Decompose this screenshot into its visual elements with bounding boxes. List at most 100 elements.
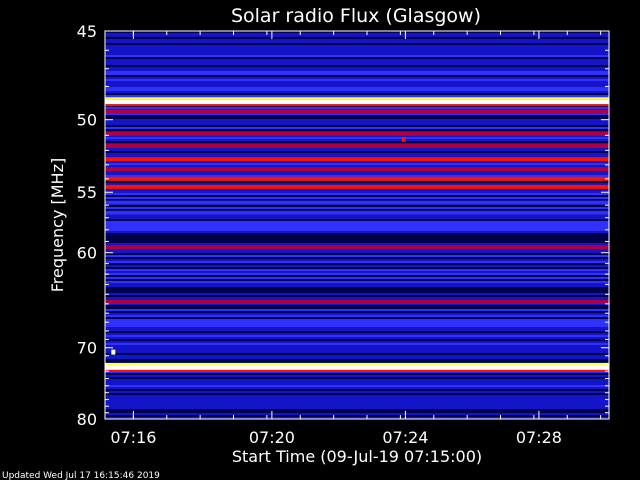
- background-stripe: [105, 343, 609, 345]
- background-stripe: [105, 289, 609, 291]
- frequency-band: [105, 300, 609, 304]
- background-stripe: [105, 77, 609, 79]
- y-axis-label: Frequency [MHz]: [48, 158, 67, 292]
- background-stripe: [105, 89, 609, 91]
- background-stripe: [105, 357, 609, 359]
- background-stripes: [105, 31, 609, 419]
- background-stripe: [105, 49, 609, 51]
- y-tick-label: 50: [77, 111, 97, 130]
- background-stripe: [105, 95, 609, 97]
- background-stripe: [105, 409, 609, 411]
- background-stripe: [105, 161, 609, 163]
- x-tick-label: 07:16: [110, 428, 156, 447]
- background-stripe: [105, 73, 609, 75]
- background-stripe: [105, 227, 609, 229]
- background-stripe: [105, 81, 609, 83]
- background-stripe: [105, 57, 609, 59]
- background-stripe: [105, 259, 609, 261]
- background-stripe: [105, 381, 609, 383]
- background-stripe: [105, 205, 609, 207]
- background-stripe: [105, 311, 609, 313]
- background-stripe: [105, 219, 609, 221]
- emission-bands: [105, 32, 609, 372]
- background-stripe: [105, 195, 609, 197]
- background-stripe: [105, 137, 609, 139]
- background-stripe: [105, 225, 609, 227]
- spot-mark: [401, 136, 406, 142]
- background-stripe: [105, 39, 609, 41]
- background-stripe: [105, 75, 609, 77]
- chart-title: Solar radio Flux (Glasgow): [231, 5, 481, 27]
- background-stripe: [105, 231, 609, 233]
- background-stripe: [105, 349, 609, 351]
- background-stripe: [105, 277, 609, 279]
- background-stripe: [105, 45, 609, 47]
- background-stripe: [105, 43, 609, 45]
- background-stripe: [105, 243, 609, 245]
- background-stripe: [105, 407, 609, 409]
- background-stripe: [105, 313, 609, 315]
- background-stripe: [105, 331, 609, 333]
- frequency-band-halo: [105, 104, 609, 107]
- background-stripe: [105, 139, 609, 141]
- background-stripe: [105, 275, 609, 277]
- y-tick-label: 70: [77, 339, 97, 358]
- background-stripe: [105, 107, 609, 109]
- x-axis: 07:16 07:20 07:24 07:28: [110, 31, 602, 447]
- background-stripe: [105, 261, 609, 263]
- background-stripe: [105, 47, 609, 49]
- background-stripe: [105, 307, 609, 309]
- background-stripe: [105, 93, 609, 95]
- background-stripe: [105, 319, 609, 321]
- frequency-band: [105, 131, 609, 136]
- frequency-band: [105, 184, 609, 189]
- background-stripe: [105, 189, 609, 191]
- background-stripe: [105, 355, 609, 357]
- background-stripe: [105, 71, 609, 73]
- frequency-band: [105, 32, 609, 37]
- background-stripe: [105, 249, 609, 251]
- background-stripe: [105, 147, 609, 149]
- frequency-band: [105, 200, 609, 205]
- background-stripe: [105, 165, 609, 167]
- updated-timestamp: Updated Wed Jul 17 16:15:46 2019: [2, 471, 160, 480]
- background-stripe: [105, 337, 609, 339]
- background-stripe: [105, 67, 609, 69]
- background-stripe: [105, 293, 609, 295]
- bright-spots: [111, 136, 406, 355]
- background-stripe: [105, 155, 609, 157]
- background-stripe: [105, 263, 609, 265]
- background-stripe: [105, 241, 609, 243]
- background-stripe: [105, 63, 609, 65]
- background-stripe: [105, 399, 609, 401]
- background-stripe: [105, 207, 609, 209]
- background-stripe: [105, 41, 609, 43]
- background-stripe: [105, 183, 609, 185]
- background-stripe: [105, 287, 609, 289]
- spot-mark: [111, 349, 116, 355]
- background-stripe: [105, 411, 609, 413]
- background-stripe: [105, 371, 609, 373]
- background-stripe: [105, 385, 609, 387]
- frequency-band: [105, 245, 609, 250]
- background-stripe: [105, 129, 609, 131]
- y-axis: 45 50 55 60 70 80: [77, 22, 609, 429]
- background-stripe: [105, 251, 609, 253]
- background-stripe: [105, 391, 609, 393]
- background-stripe: [105, 235, 609, 237]
- plot-area: [105, 31, 609, 419]
- frequency-band: [105, 99, 609, 105]
- frequency-band: [105, 364, 609, 370]
- frequency-band-halo: [105, 97, 609, 100]
- background-stripe: [105, 61, 609, 63]
- x-tick-label: 07:20: [249, 428, 295, 447]
- background-stripe: [105, 79, 609, 81]
- background-stripe: [105, 171, 609, 173]
- background-stripe: [105, 377, 609, 379]
- background-stripe: [105, 267, 609, 269]
- background-stripe: [105, 209, 609, 211]
- background-stripe: [105, 87, 609, 89]
- background-stripe: [105, 395, 609, 397]
- background-stripe: [105, 315, 609, 317]
- background-stripe: [105, 329, 609, 331]
